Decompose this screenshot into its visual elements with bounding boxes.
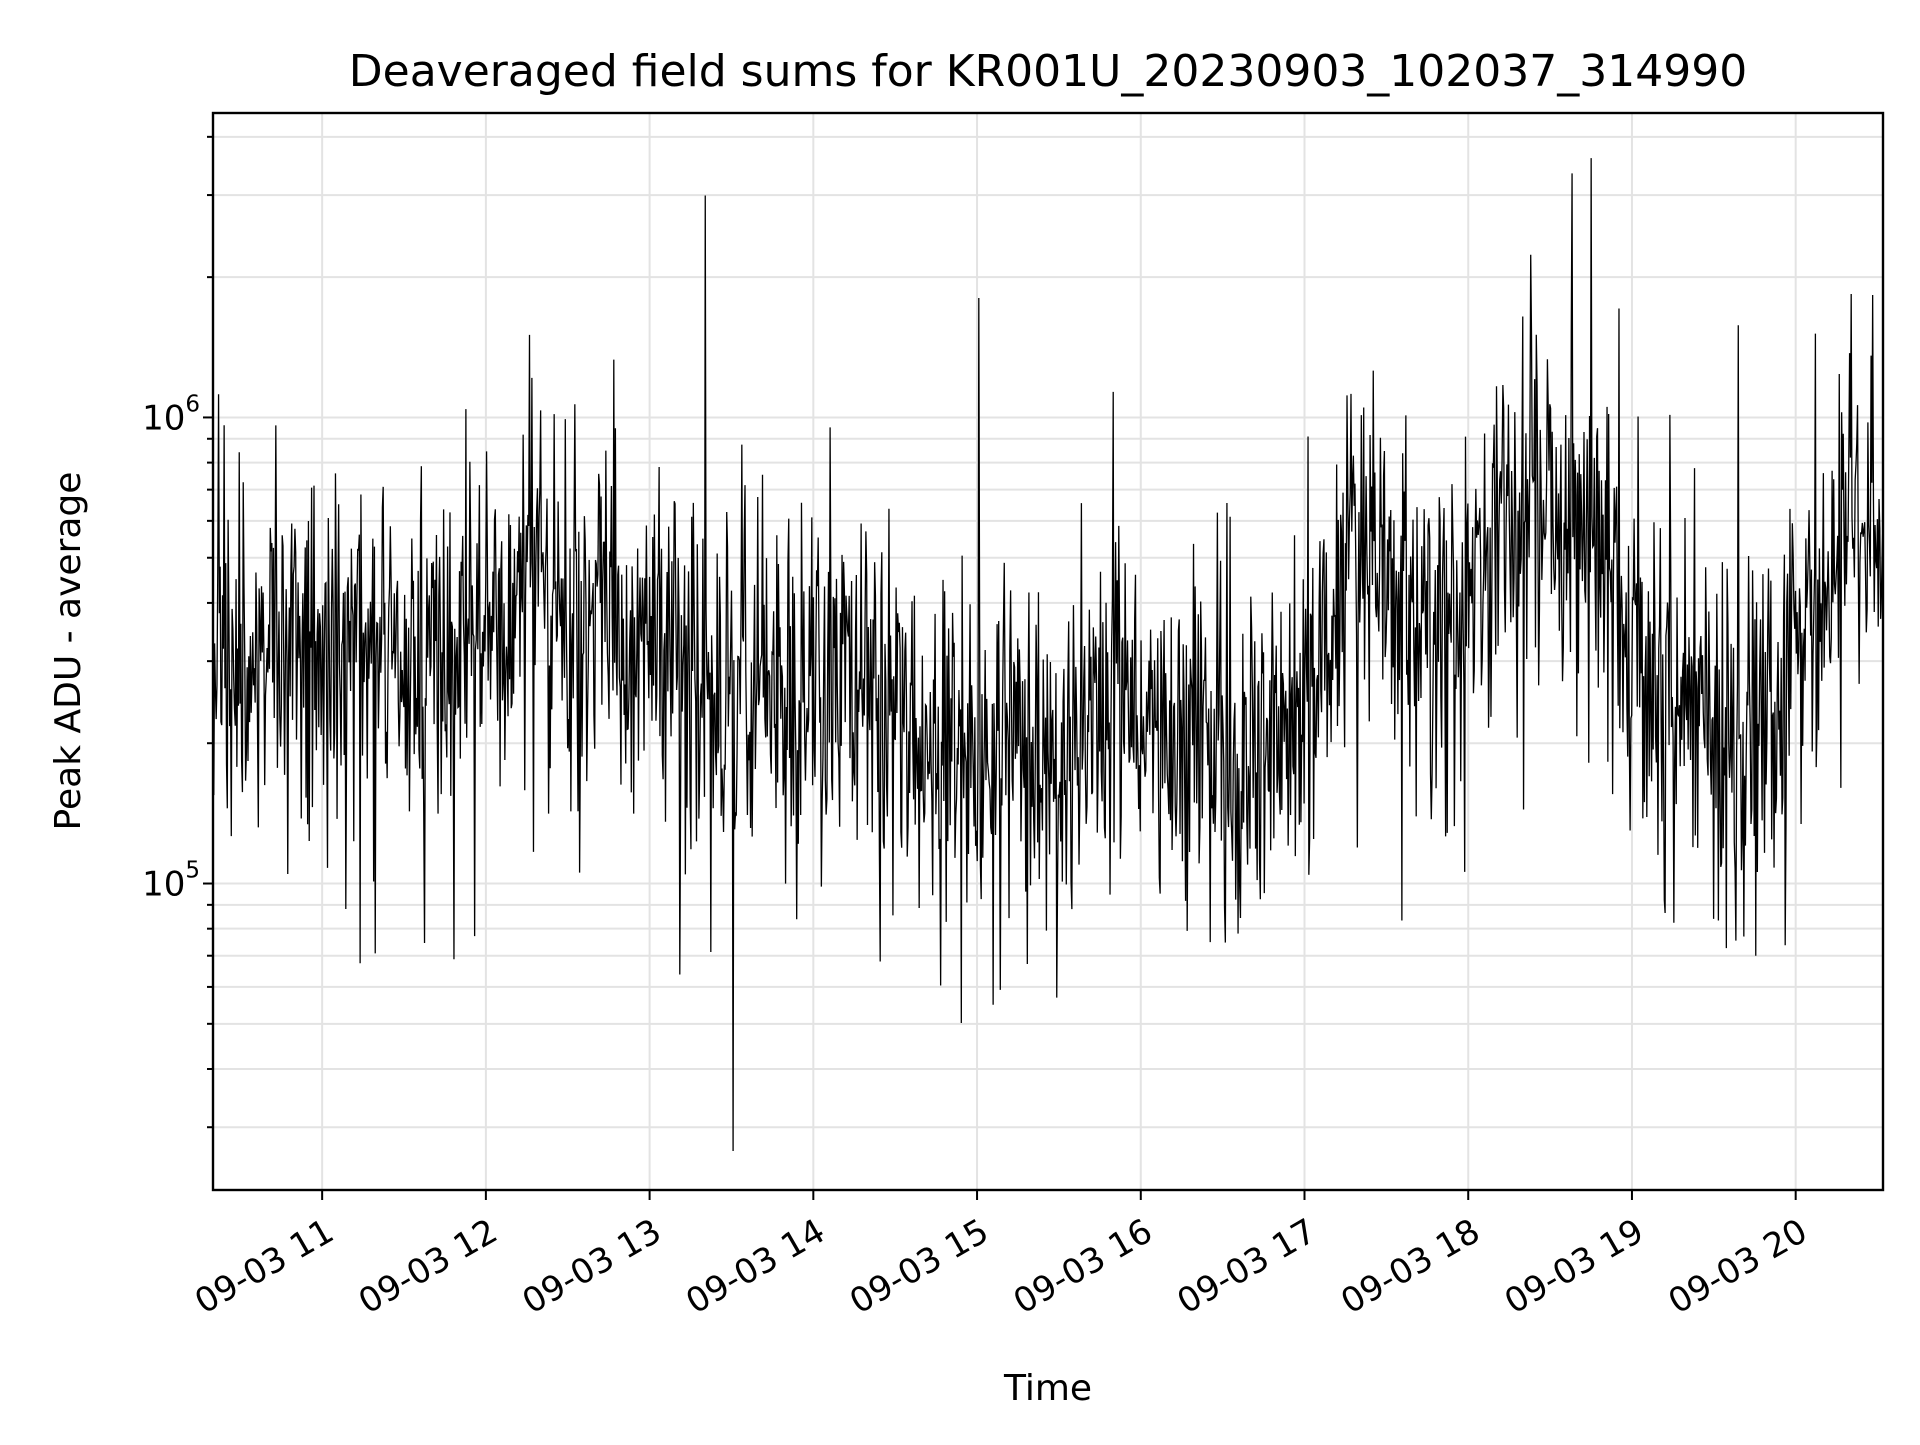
plot-frame (211, 111, 1885, 1192)
x-axis-label: Time (1003, 1368, 1092, 1409)
series-layer (212, 158, 1884, 1152)
y-axis-label: Peak ADU - average (48, 472, 89, 831)
series-line (212, 158, 1884, 1152)
chart-title: Deaveraged field sums for KR001U_2023090… (349, 46, 1747, 97)
